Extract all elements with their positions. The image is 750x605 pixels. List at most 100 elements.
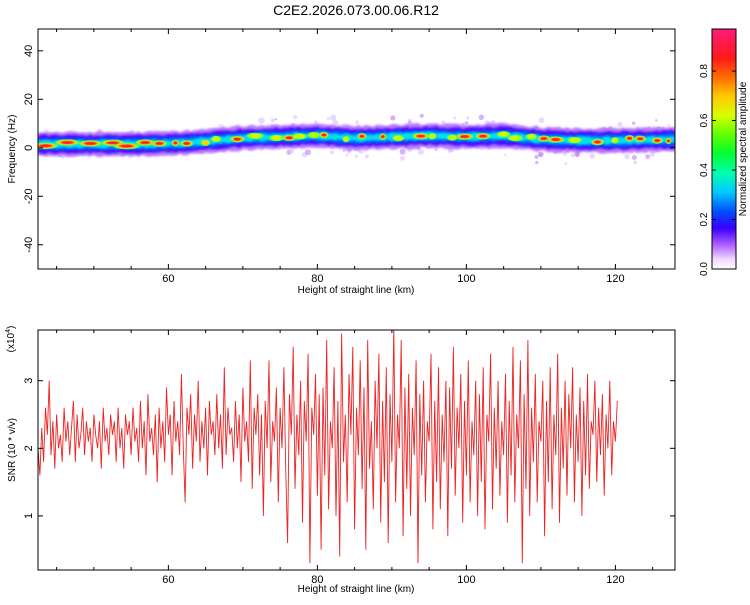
- spectrogram-blob: [270, 135, 283, 141]
- spectrogram-speckle: [286, 150, 289, 154]
- snr-ylabel: SNR (10 * v/v): [7, 418, 18, 482]
- spectrogram-speckle: [400, 156, 405, 161]
- spectrogram-blob: [594, 140, 601, 144]
- spectrogram-speckle: [645, 154, 650, 160]
- spectrogram-speckle: [435, 148, 438, 152]
- spectrogram-blob: [460, 135, 469, 138]
- colorbar-tick-label: 0.8: [699, 64, 710, 78]
- spectrogram-blob: [667, 139, 670, 143]
- spectrogram-speckle: [354, 154, 358, 159]
- spectrogram-speckle: [633, 160, 638, 165]
- spectrogram-speckle: [538, 152, 543, 157]
- spectrogram-speckle: [419, 113, 424, 118]
- colorbar-ticks: 0.0 0.2 0.4 0.6 0.8: [699, 64, 736, 276]
- snr-ytick-label: 3: [23, 378, 35, 384]
- spectrogram-speckle: [408, 118, 412, 122]
- spectrogram-speckle: [667, 123, 671, 127]
- spectrogram-speckle: [355, 120, 359, 124]
- spectrogram-speckle: [314, 120, 318, 124]
- spectrogram-ytick-label: -40: [23, 237, 35, 253]
- spectrogram-speckle: [534, 154, 539, 159]
- spectrogram-speckle: [631, 121, 636, 125]
- spectrogram-blob: [359, 134, 365, 138]
- spectrogram-speckle: [289, 148, 295, 154]
- spectrogram-blob: [201, 140, 210, 146]
- snr-multiplier-close: ): [6, 326, 17, 329]
- spectrogram-image: [38, 113, 675, 165]
- snr-multiplier: (x104): [5, 326, 17, 353]
- spectrogram-blob: [233, 137, 241, 141]
- spectrogram-speckle: [304, 149, 311, 156]
- spectrogram-blob: [39, 144, 52, 148]
- spectrogram-speckle: [564, 162, 568, 165]
- spectrogram-blob: [509, 135, 522, 141]
- spectrogram-blob: [381, 135, 385, 138]
- snr-multiplier-exp: 4: [5, 329, 12, 333]
- spectrogram-frame: [37, 28, 676, 270]
- spectrogram-speckle: [535, 160, 539, 165]
- spectrogram-blob: [479, 134, 487, 138]
- spectrogram-speckle: [418, 149, 424, 155]
- spectrogram-speckle: [570, 153, 575, 158]
- snr-ytick-label: 1: [23, 513, 35, 519]
- spectrogram-blob: [321, 133, 327, 137]
- spectrogram-speckle: [589, 153, 595, 159]
- spectrogram-blob: [293, 133, 306, 139]
- spectrogram-speckle: [293, 115, 298, 120]
- snr-ytick-label: 2: [23, 445, 35, 451]
- snr-frame: [37, 329, 676, 571]
- spectrogram-blob: [120, 144, 133, 148]
- spectrogram-speckle: [399, 148, 406, 155]
- spectrogram-speckle: [390, 115, 396, 121]
- spectrogram-blob: [286, 136, 293, 140]
- spectrogram-xtick-label: 60: [162, 273, 174, 285]
- spectrogram-blob: [568, 137, 581, 143]
- spectrogram-speckle: [258, 117, 265, 124]
- spectrogram-speckle: [478, 114, 485, 120]
- colorbar-tick-label: 0.6: [699, 113, 710, 127]
- snr-xlabel: Height of straight line (km): [298, 584, 415, 595]
- spectrogram-ylabel: Frequency (Hz): [7, 115, 18, 184]
- spectrogram-xtick-label: 100: [457, 273, 475, 285]
- spectrogram-speckle: [326, 117, 330, 121]
- snr-xtick-label: 100: [457, 574, 475, 586]
- spectrogram-ytick-label: 40: [23, 45, 35, 57]
- spectrogram-speckle: [342, 149, 346, 152]
- colorbar-gradient: [712, 29, 736, 269]
- spectrogram-blob: [183, 142, 190, 145]
- colorbar-tick-label: 0.0: [699, 262, 710, 276]
- spectrogram-speckle: [441, 120, 446, 125]
- spectrogram-panel: 60 80 100 120 -40 -20 0 20 40 Height of straight…: [7, 28, 676, 296]
- snr-panel: 60 80 100 120 1 2 3 Height of straight line (k…: [5, 326, 676, 595]
- spectrogram-blob: [141, 141, 150, 144]
- colorbar: 0.0 0.2 0.4 0.6 0.8 Normalized spectral ampl…: [699, 28, 749, 276]
- snr-xtick-label: 60: [162, 574, 174, 586]
- spectrogram-blob: [498, 131, 509, 137]
- snr-xtick-label: 120: [606, 574, 624, 586]
- colorbar-frame: [711, 28, 737, 270]
- spectrogram-blob: [428, 133, 436, 139]
- spectrogram-ytick-label: 20: [23, 93, 35, 105]
- spectrogram-speckle: [538, 117, 545, 124]
- snr-xtick-label: 80: [311, 574, 323, 586]
- spectrogram-speckle: [274, 118, 277, 121]
- spectrogram-speckle: [624, 153, 630, 160]
- snr-plot-area: [38, 330, 675, 570]
- spectrogram-blob: [526, 134, 536, 140]
- colorbar-label: Normalized spectral amplitude: [738, 81, 749, 216]
- spectrogram-speckle: [466, 116, 470, 120]
- spectrogram-speckle: [504, 153, 507, 156]
- spectrogram-blob: [393, 135, 404, 141]
- spectrogram-blob: [448, 135, 457, 140]
- spectrogram-speckle: [345, 154, 349, 157]
- spectrogram-speckle: [464, 121, 469, 125]
- spectrogram-blob: [107, 141, 119, 145]
- spectrogram-xlabel: Height of straight line (km): [298, 285, 415, 296]
- spectrogram-speckle: [332, 119, 339, 127]
- spectrogram-speckle: [364, 154, 370, 159]
- spectrogram-speckle: [655, 119, 658, 122]
- colorbar-tick-label: 0.2: [699, 212, 710, 226]
- spectrogram-blob: [343, 136, 349, 142]
